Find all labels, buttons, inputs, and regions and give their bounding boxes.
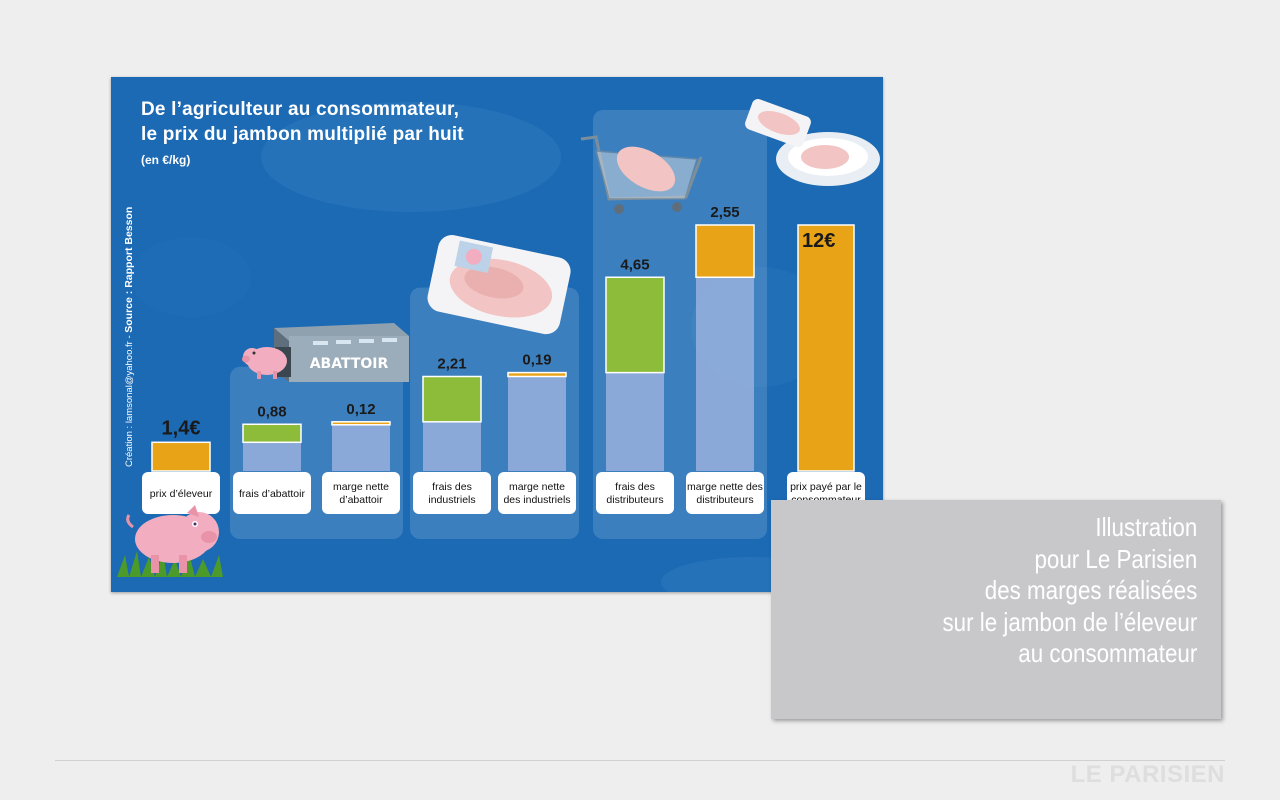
caption: Illustration pour Le Parisien des marges… [942,512,1197,670]
category-label-4: frais des industriels [428,481,475,506]
category-box-7: marge nette des distributeurs [686,472,764,514]
value-label-3: 0,12 [346,401,375,418]
category-box-4: frais des industriels [413,472,491,514]
category-boxes: prix d’éleveur frais d’abattoir marge nett… [142,472,865,514]
category-label-3: marge nette d’abattoir [333,481,389,506]
category-label-line: marge nette des [687,481,763,493]
category-label-6: frais des distributeurs [606,481,663,506]
category-label-7: marge nette des distributeurs [687,481,763,506]
category-label-line: distributeurs [606,494,663,506]
source-text: Source : Rapport Besson [123,206,135,333]
value-label-1: 1,4€ [162,417,201,439]
category-box-bg [596,472,674,514]
chart-unit: (en €/kg) [141,153,191,167]
bar-cumulative [423,421,481,471]
caption-line: des marges réalisées [984,575,1197,605]
pig-on-grass-icon [117,505,223,577]
chart: 1,4€ 0,88 0,12 2,21 0,19 4,65 2,55 12€ prix d’é… [117,99,880,592]
bar-6 [605,276,665,374]
caption-box: Illustration pour Le Parisien des marges… [771,500,1221,719]
category-box-bg [142,472,220,514]
ham-package-icon [427,235,571,335]
bar-8 [797,224,855,472]
credit-author: Création : lamsonal@yahoo.fr - [124,332,135,467]
category-label-1: prix d’éleveur [150,488,213,500]
brand-logo: LE PARISIEN [1070,761,1225,788]
category-label-line: marge nette [509,481,565,493]
value-label-2: 0,88 [257,403,286,420]
bar-cumulative [332,424,390,471]
category-label-line: frais des [615,481,655,493]
abattoir-sign: ABATTOIR [310,356,389,372]
chart-title-line-1: De l’agriculteur au consommateur, [141,99,460,120]
category-box-bg [322,472,400,514]
bar-7 [695,224,755,279]
category-box-3: marge nette d’abattoir [322,472,400,514]
bar-cumulative [606,372,664,471]
category-label-line: d’abattoir [339,494,383,506]
caption-line: pour Le Parisien [1034,543,1197,574]
category-box-6: frais des distributeurs [596,472,674,514]
small-pig-icon [242,347,287,379]
bar-4 [422,375,482,423]
chart-title-line-2: le prix du jambon multiplié par huit [141,124,464,145]
bars [151,224,855,472]
bar-cumulative [508,376,566,471]
category-box-bg [498,472,576,514]
value-label-5: 0,19 [522,352,551,369]
abattoir-building-icon: ABATTOIR [274,323,409,382]
caption-line: au consommateur [1018,638,1197,668]
category-box-bg [413,472,491,514]
category-label-line: distributeurs [696,494,753,506]
value-label-8: 12€ [802,230,835,252]
bar-5 [507,371,567,378]
infographic: 1,4€ 0,88 0,12 2,21 0,19 4,65 2,55 12€ prix d’é… [111,77,883,592]
value-label-4: 2,21 [437,355,466,372]
category-label-5: marge nette des industriels [503,481,570,506]
bar-3 [331,421,391,426]
bar-2 [242,423,302,444]
category-label-line: marge nette [333,481,389,493]
bar-cumulative [696,277,754,471]
plate-icon [745,99,880,186]
category-box-5: marge nette des industriels [498,472,576,514]
credit-text: Création : lamsonal@yahoo.fr - Source : … [123,207,135,467]
bar-cumulative [243,442,301,471]
category-box-2: frais d’abattoir [233,472,311,514]
category-label-line: frais des [432,481,472,493]
category-label-line: prix payé par le [790,481,862,493]
caption-line: Illustration [1095,512,1197,542]
value-label-6: 4,65 [620,256,649,273]
category-label-line: frais d’abattoir [239,488,305,500]
category-box-bg [686,472,764,514]
category-label-line: prix d’éleveur [150,488,213,500]
shopping-cart-icon [580,135,703,214]
bar-1 [151,441,211,472]
category-label-line: des industriels [503,494,570,506]
category-label-line: industriels [428,494,475,506]
category-box-bg [233,472,311,514]
value-labels: 1,4€ 0,88 0,12 2,21 0,19 4,65 2,55 12€ [162,204,836,439]
category-label-2: frais d’abattoir [239,488,305,500]
footer-divider [55,760,1225,761]
caption-line: sur le jambon de l’éleveur [942,606,1197,637]
category-box-1: prix d’éleveur [142,472,220,514]
value-label-7: 2,55 [710,204,739,221]
